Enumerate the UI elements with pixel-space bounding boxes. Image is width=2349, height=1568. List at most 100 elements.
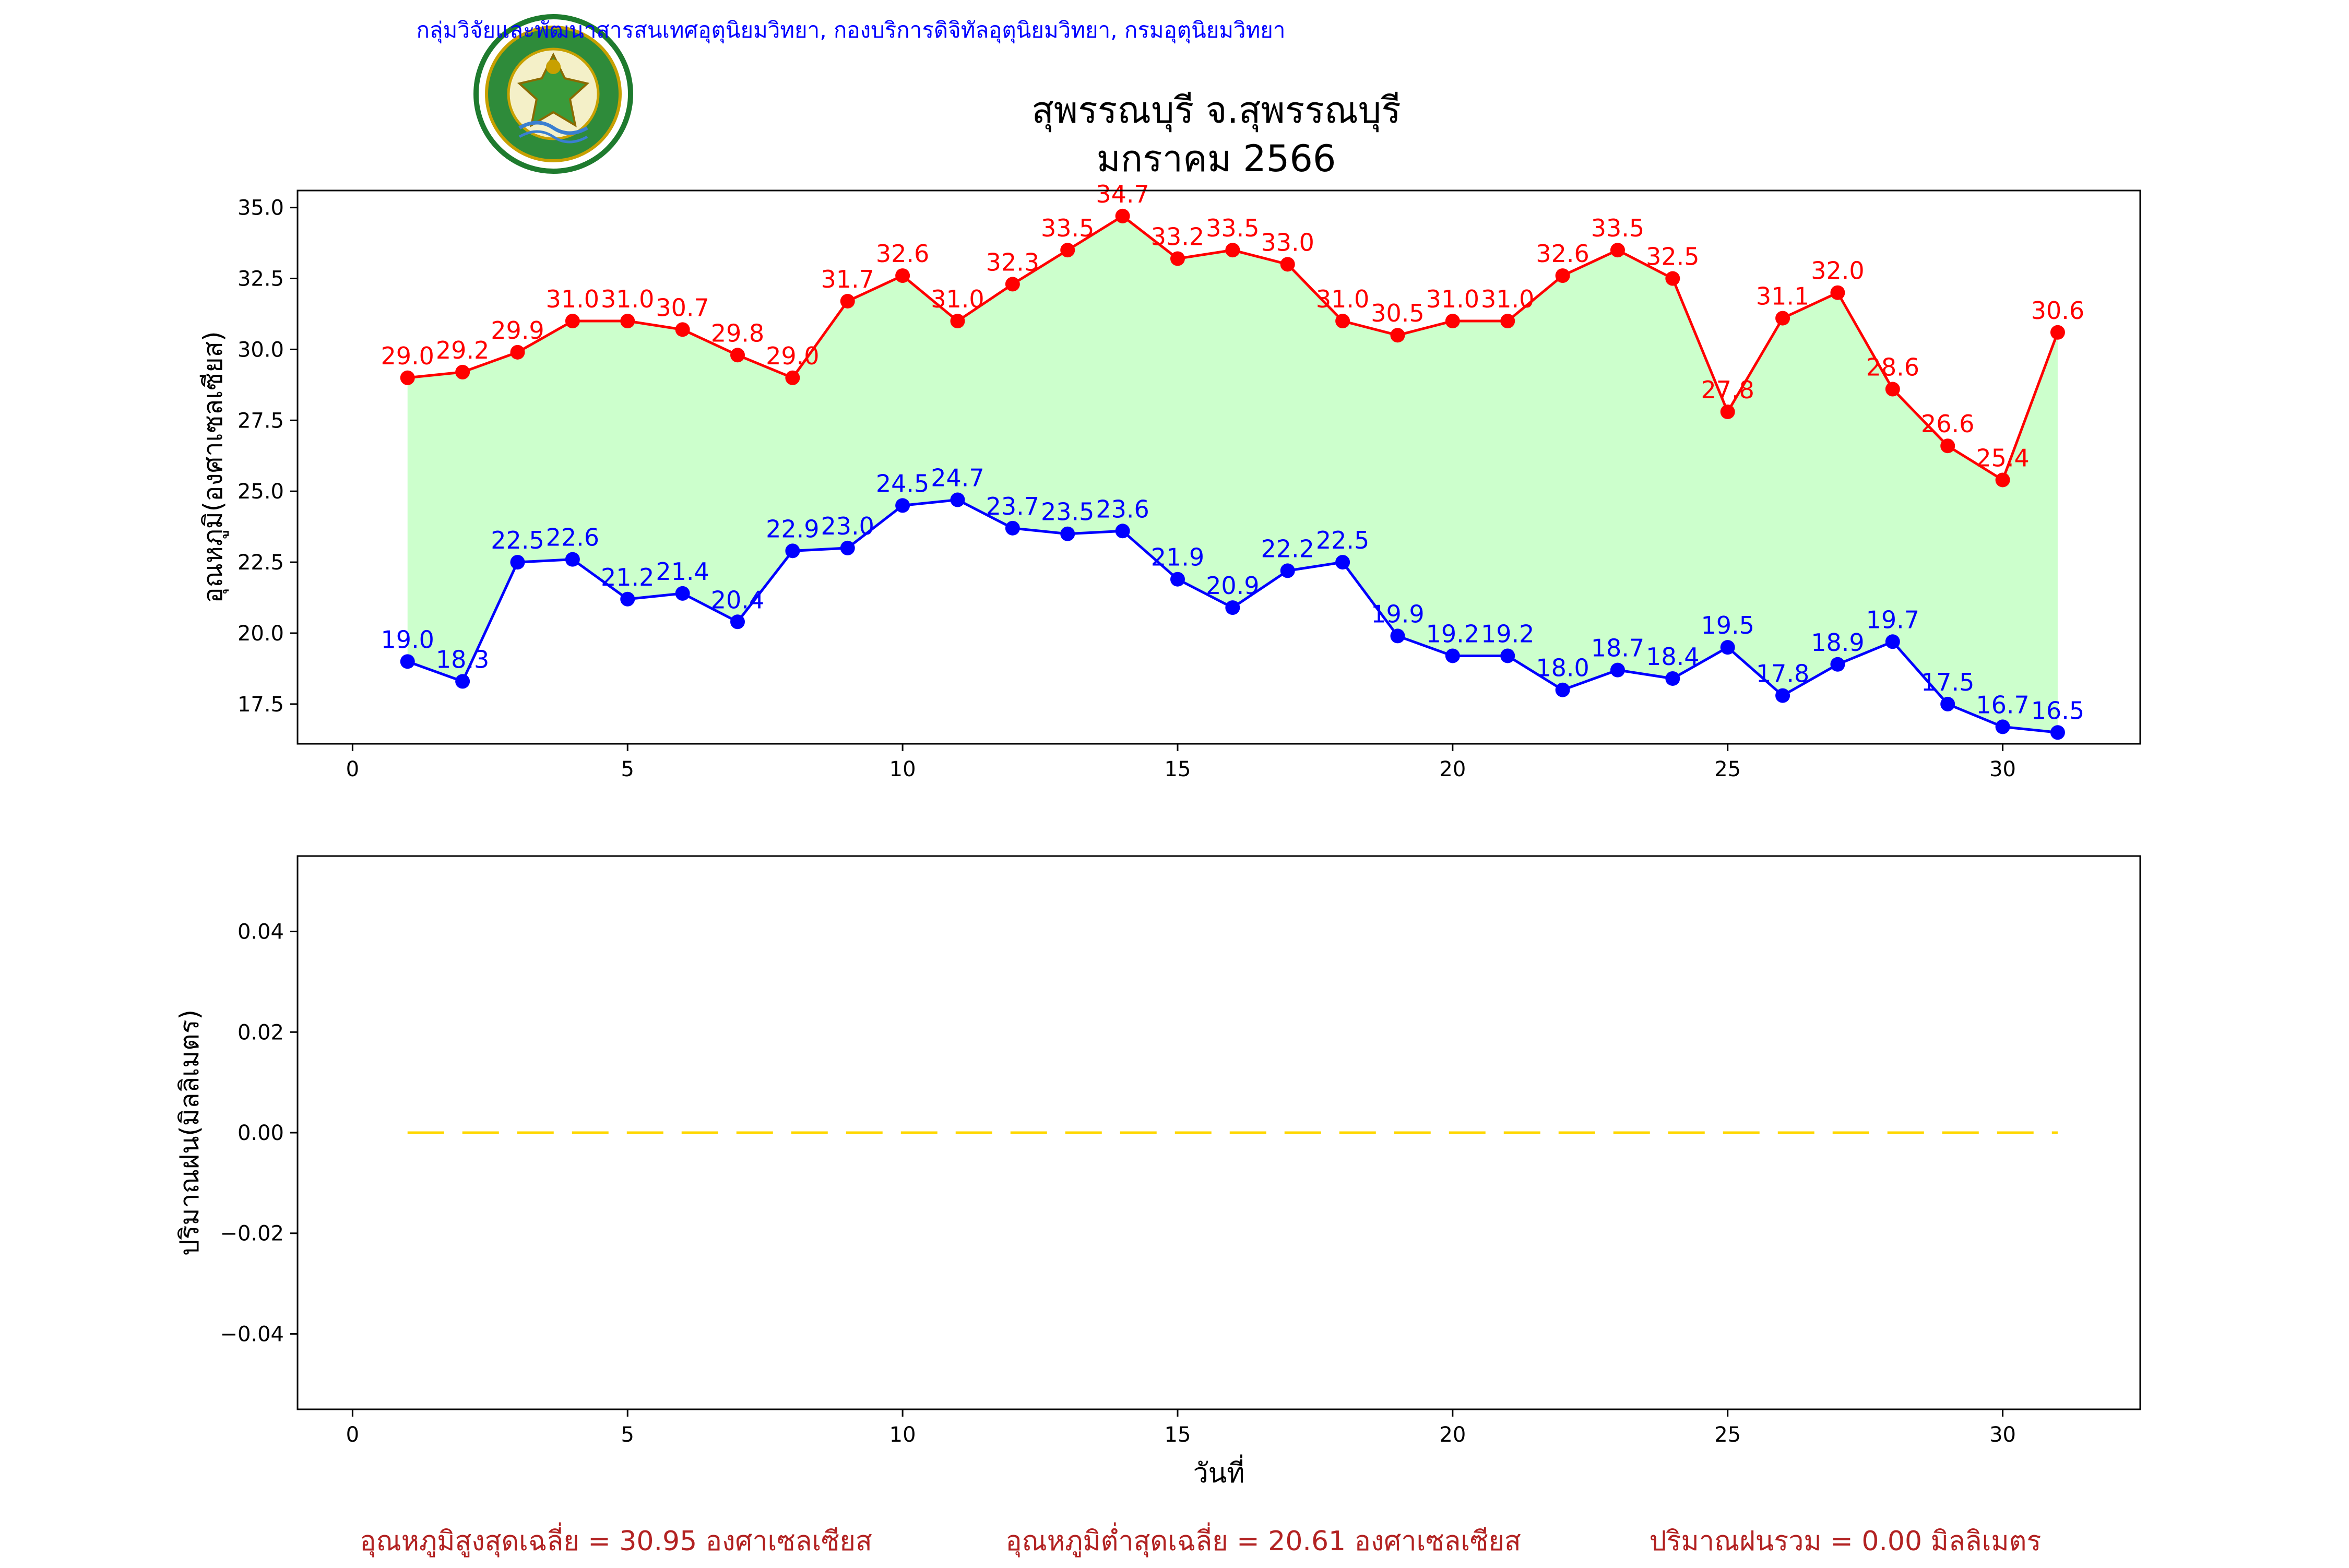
max-temperature-value-label: 33.2 xyxy=(1151,222,1204,251)
max-temperature-value-label: 32.0 xyxy=(1811,257,1864,285)
min-temperature-point xyxy=(1225,600,1240,615)
temperature-y-tick-label: 30.0 xyxy=(238,338,284,362)
min-temperature-value-label: 17.5 xyxy=(1921,668,1974,696)
rainfall-y-tick-label: 0.04 xyxy=(238,920,284,944)
max-temperature-value-label: 31.0 xyxy=(546,285,599,313)
rainfall-y-tick-label: 0.00 xyxy=(238,1121,284,1145)
max-temperature-value-label: 31.0 xyxy=(1426,285,1479,313)
temperature-x-tick-label: 10 xyxy=(889,757,916,781)
max-temperature-point xyxy=(620,314,635,329)
average-min-temperature: อุณหภูมิต่ำสุดเฉลี่ย = 20.61 องศาเซลเซีย… xyxy=(1005,1522,1521,1558)
max-temperature-value-label: 29.0 xyxy=(381,342,434,370)
min-temperature-value-label: 20.9 xyxy=(1206,572,1259,600)
temperature-y-tick-label: 22.5 xyxy=(238,551,284,575)
min-temperature-value-label: 16.7 xyxy=(1976,691,2029,719)
max-temperature-value-label: 33.5 xyxy=(1041,214,1094,242)
min-temperature-point xyxy=(1005,520,1020,536)
min-temperature-point xyxy=(1665,671,1680,686)
rainfall-y-tick-label: −0.02 xyxy=(220,1222,284,1246)
min-temperature-value-label: 19.9 xyxy=(1371,600,1424,628)
max-temperature-point xyxy=(1665,271,1680,286)
min-temperature-value-label: 19.7 xyxy=(1866,605,1919,634)
min-temperature-point xyxy=(895,498,910,513)
max-temperature-value-label: 30.5 xyxy=(1371,299,1424,327)
max-temperature-point xyxy=(1885,382,1900,397)
max-temperature-value-label: 31.1 xyxy=(1756,282,1809,311)
rainfall-x-tick-label: 25 xyxy=(1714,1423,1741,1447)
min-temperature-value-label: 20.4 xyxy=(711,586,764,614)
rainfall-x-tick-label: 5 xyxy=(621,1423,634,1447)
min-temperature-value-label: 24.5 xyxy=(876,469,929,497)
max-temperature-value-label: 31.7 xyxy=(821,265,874,293)
temperature-x-tick-label: 5 xyxy=(621,757,634,781)
min-temperature-value-label: 22.5 xyxy=(1316,526,1369,554)
max-temperature-value-label: 30.7 xyxy=(656,293,709,322)
min-temperature-point xyxy=(1280,563,1295,578)
average-max-temperature: อุณหภูมิสูงสุดเฉลี่ย = 30.95 องศาเซลเซีย… xyxy=(360,1522,872,1558)
temperature-x-tick-label: 30 xyxy=(1989,757,2016,781)
min-temperature-value-label: 19.2 xyxy=(1481,620,1534,648)
min-temperature-point xyxy=(950,492,965,507)
temperature-x-tick-label: 15 xyxy=(1165,757,1191,781)
max-temperature-point xyxy=(565,314,580,329)
min-temperature-value-label: 17.8 xyxy=(1756,660,1809,688)
min-temperature-point xyxy=(1390,628,1405,644)
temperature-x-tick-label: 0 xyxy=(346,757,359,781)
min-temperature-point xyxy=(1335,555,1350,570)
min-temperature-value-label: 22.6 xyxy=(546,524,599,552)
chart-title-month: มกราคม 2566 xyxy=(1097,137,1336,180)
rainfall-chart: 0 5 10 15 20 25 30 −0.04 −0.02 0.00 0.02 0.04 ปริมา… xyxy=(174,855,2141,1489)
min-temperature-point xyxy=(1720,640,1735,655)
min-temperature-point xyxy=(2050,725,2065,740)
min-temperature-value-label: 18.3 xyxy=(436,645,489,673)
temperature-y-tick-label: 25.0 xyxy=(238,480,284,504)
max-temperature-point xyxy=(1555,268,1570,283)
min-temperature-point xyxy=(400,654,415,669)
min-temperature-point xyxy=(840,540,855,555)
min-temperature-value-label: 21.9 xyxy=(1151,543,1204,572)
temperature-y-tick-label: 35.0 xyxy=(238,196,284,220)
min-temperature-value-label: 18.7 xyxy=(1591,634,1644,662)
organization-line: กลุ่มวิจัยและพัฒนาสารสนเทศอุตุนิยมวิทยา,… xyxy=(416,17,1285,44)
min-temperature-point xyxy=(1060,526,1075,541)
max-temperature-point xyxy=(950,314,965,329)
rainfall-axes-layer: 0 5 10 15 20 25 30 −0.04 −0.02 0.00 0.02 0.04 xyxy=(220,920,2016,1447)
max-temperature-point xyxy=(1005,277,1020,292)
max-temperature-point xyxy=(2050,325,2065,340)
max-temperature-point xyxy=(1280,257,1295,272)
max-temperature-point xyxy=(1500,314,1515,329)
rainfall-y-tick-label: 0.02 xyxy=(238,1020,284,1044)
rainfall-x-tick-label: 10 xyxy=(889,1423,916,1447)
max-temperature-point xyxy=(1060,243,1075,258)
max-temperature-point xyxy=(1445,314,1460,329)
min-temperature-value-label: 21.4 xyxy=(656,557,709,586)
min-temperature-point xyxy=(1940,696,1955,711)
max-temperature-value-label: 31.0 xyxy=(1316,285,1369,313)
rainfall-x-tick-label: 30 xyxy=(1989,1423,2016,1447)
max-temperature-value-label: 29.2 xyxy=(436,336,489,364)
max-temperature-point xyxy=(840,294,855,308)
max-temperature-point xyxy=(785,370,800,385)
rainfall-y-axis-label: ปริมาณฝน(มิลลิเมตร) xyxy=(174,1009,205,1256)
max-temperature-point xyxy=(1335,314,1350,329)
max-temperature-point xyxy=(1775,311,1790,326)
max-temperature-value-label: 33.0 xyxy=(1261,228,1314,256)
temperature-x-tick-label: 20 xyxy=(1439,757,1466,781)
min-temperature-point xyxy=(1830,657,1845,672)
rainfall-x-tick-label: 15 xyxy=(1165,1423,1191,1447)
max-temperature-value-label: 32.6 xyxy=(1536,240,1589,268)
min-temperature-point xyxy=(565,552,580,567)
max-temperature-point xyxy=(510,345,525,360)
min-temperature-point xyxy=(730,614,745,629)
min-temperature-point xyxy=(1885,634,1900,649)
min-temperature-value-label: 18.9 xyxy=(1811,628,1864,657)
min-temperature-point xyxy=(1170,572,1185,587)
max-temperature-point xyxy=(455,364,470,379)
min-temperature-point xyxy=(1610,662,1625,678)
summary-footer: อุณหภูมิสูงสุดเฉลี่ย = 30.95 องศาเซลเซีย… xyxy=(360,1522,2041,1558)
temperature-chart: 29.0 29.229.931.0 31.0 30.729.829.031.732.6… xyxy=(198,180,2141,781)
max-temperature-value-label: 29.0 xyxy=(766,342,819,370)
min-temperature-point xyxy=(620,591,635,607)
